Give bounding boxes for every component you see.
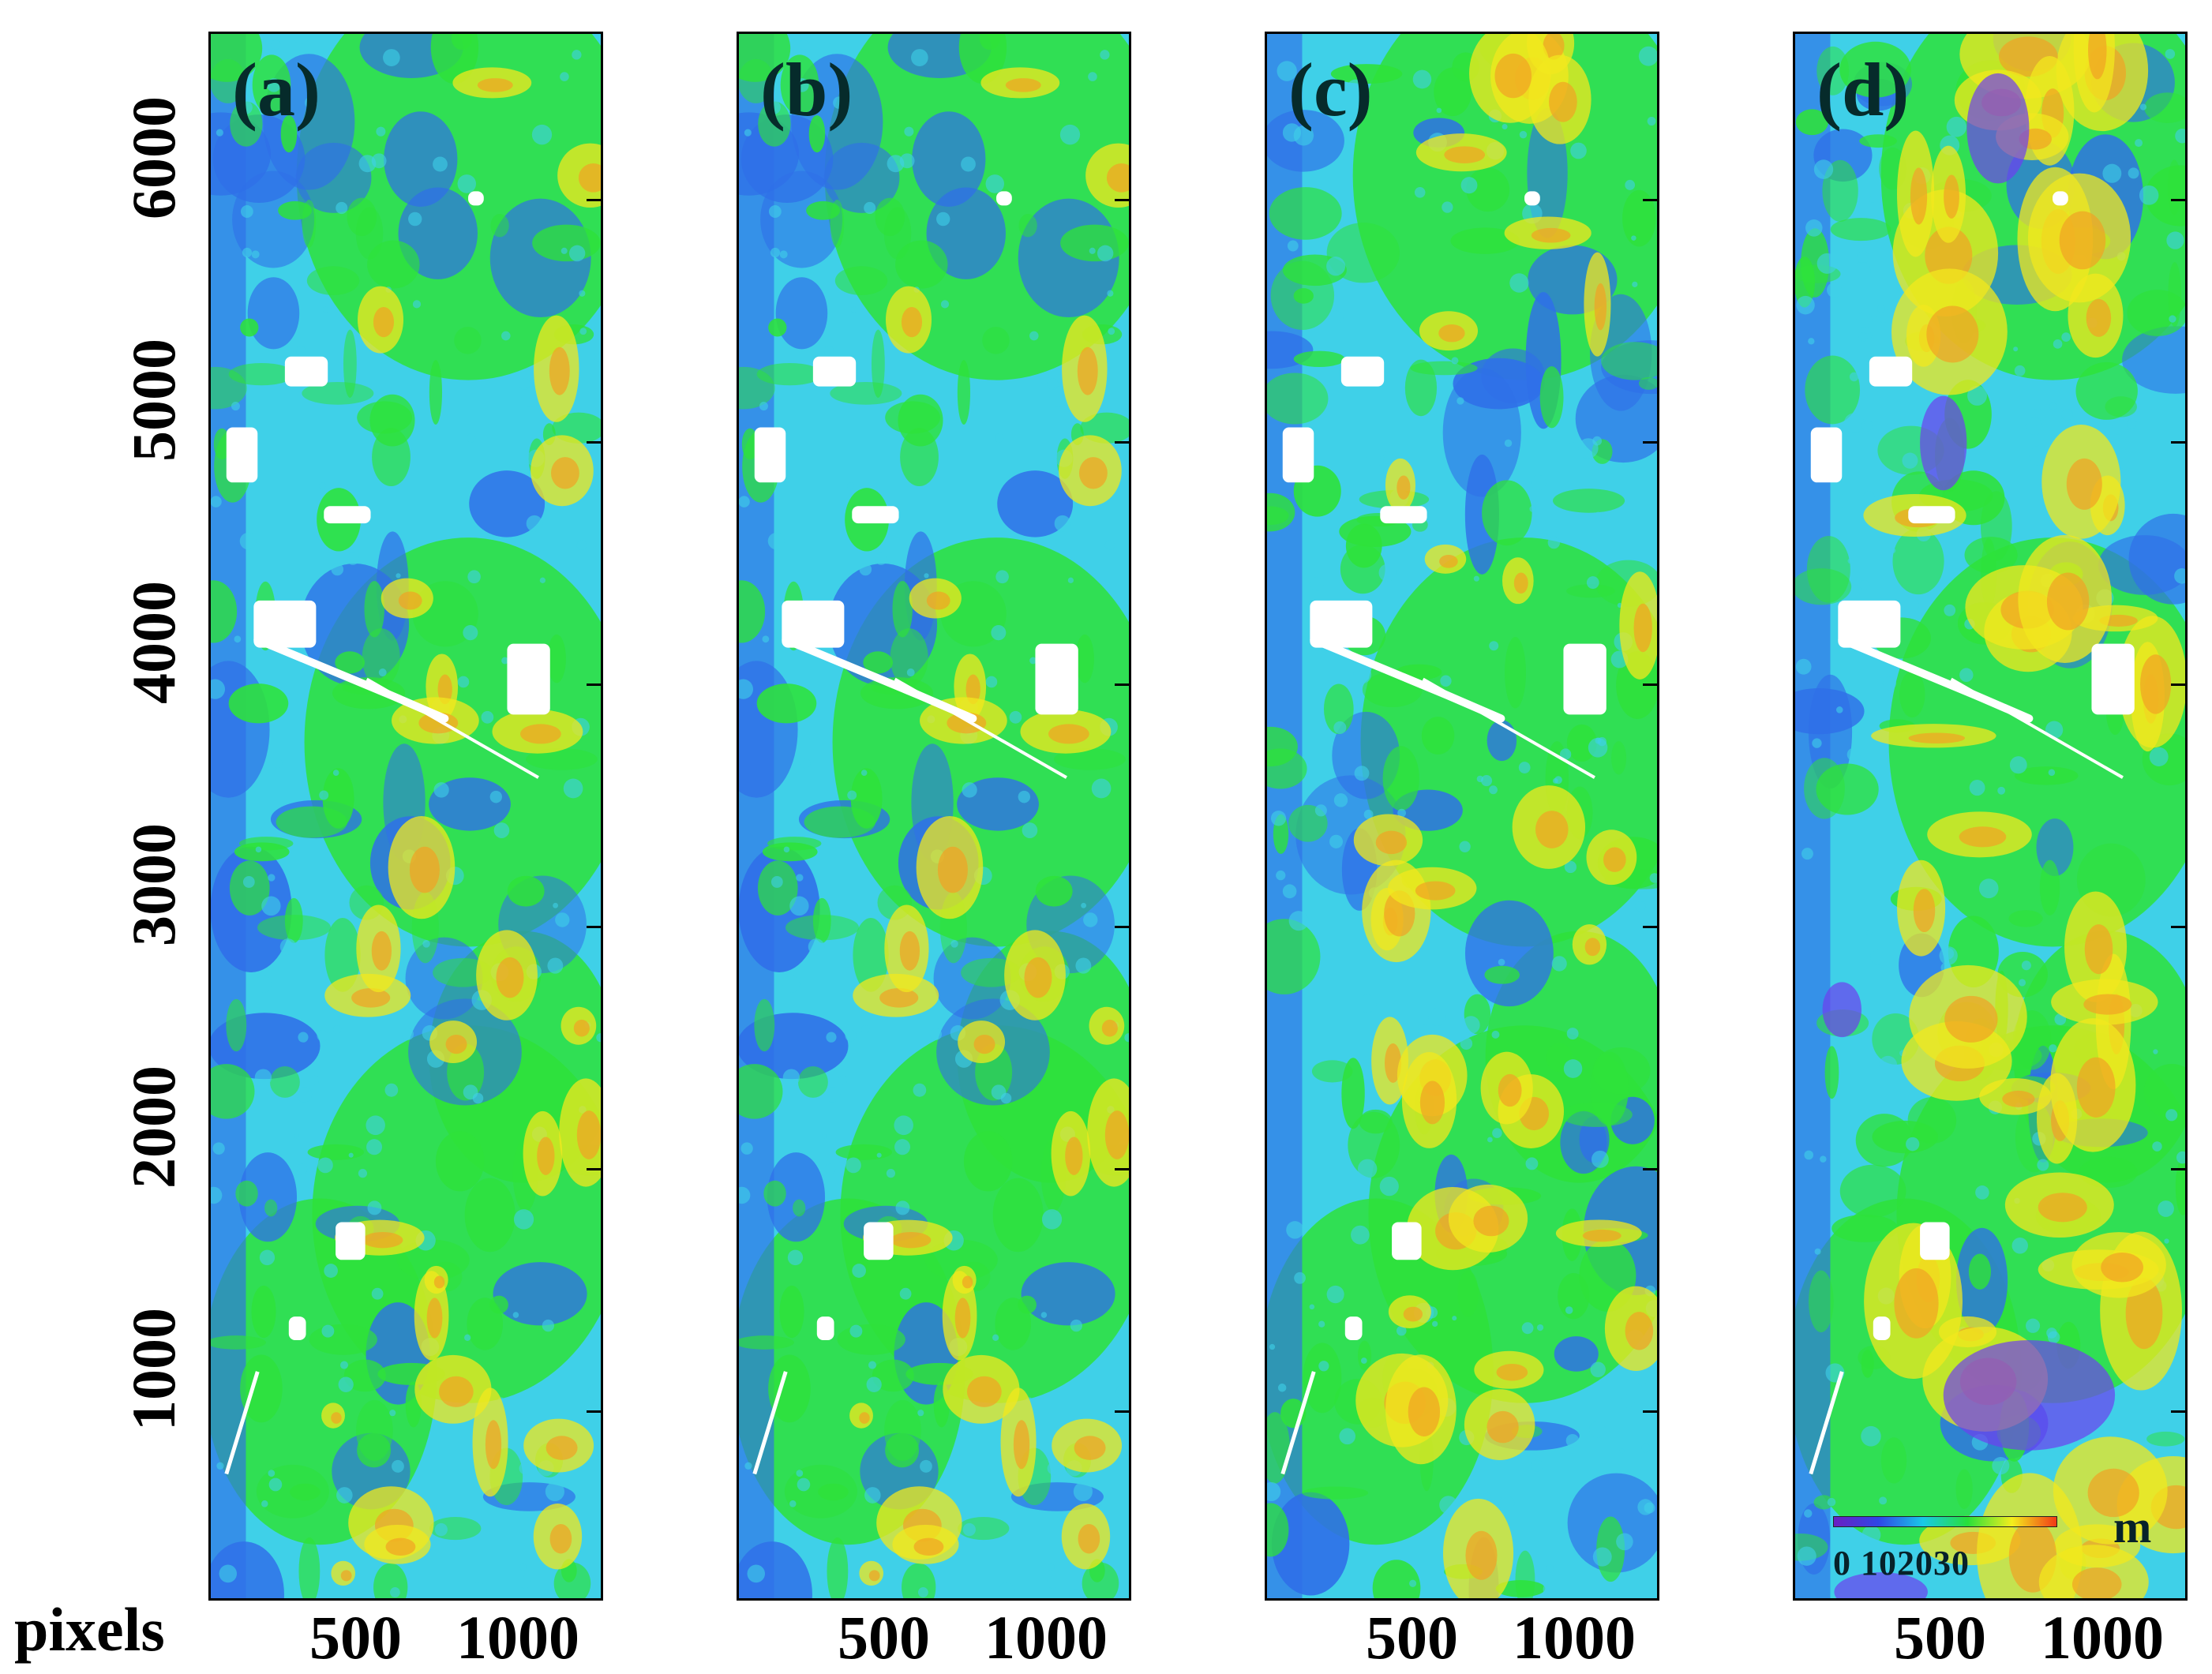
- right-axis-tick: [2171, 1168, 2185, 1170]
- right-axis-tick: [1643, 683, 1657, 686]
- y-tick-4000: 4000: [119, 581, 188, 704]
- right-axis-tick: [587, 1168, 601, 1170]
- canopy-height-map: [1267, 34, 1657, 1598]
- right-axis-tick: [587, 926, 601, 928]
- right-axis-tick: [1115, 926, 1129, 928]
- y-tick-2000: 2000: [119, 1065, 188, 1189]
- panel-d: 0 102030 m: [1793, 32, 2188, 1601]
- right-axis-tick: [1115, 683, 1129, 686]
- panel-a: [208, 32, 603, 1601]
- right-axis-tick: [1115, 199, 1129, 201]
- y-tick-5000: 5000: [119, 339, 188, 462]
- panel-c-x-tick-1000: 1000: [1513, 1603, 1636, 1672]
- panel-d-x-tick-1000: 1000: [2041, 1603, 2164, 1672]
- y-tick-1000: 1000: [119, 1308, 188, 1431]
- right-axis-tick: [2171, 441, 2185, 444]
- right-axis-tick: [1115, 1168, 1129, 1170]
- panel-c-x-tick-500: 500: [1366, 1603, 1458, 1672]
- canopy-height-map: [1795, 34, 2185, 1598]
- right-axis-tick: [2171, 1410, 2185, 1413]
- right-axis-tick: [1643, 1168, 1657, 1170]
- panel-b-label: (b): [760, 47, 853, 132]
- legend-values: 0 102030: [1833, 1544, 1970, 1582]
- right-axis-tick: [1115, 1410, 1129, 1413]
- legend-unit: m: [2113, 1501, 2152, 1552]
- panel-a-x-tick-500: 500: [309, 1603, 402, 1672]
- y-axis-unit-label: pixels: [14, 1595, 165, 1664]
- panel-a-label: (a): [232, 47, 321, 132]
- right-axis-tick: [1643, 199, 1657, 201]
- legend-color-bar: [1833, 1516, 2057, 1527]
- panel-b: [737, 32, 1131, 1601]
- panel-d-x-tick-500: 500: [1894, 1603, 1986, 1672]
- panel-c: [1265, 32, 1659, 1601]
- right-axis-tick: [587, 683, 601, 686]
- right-axis-tick: [2171, 683, 2185, 686]
- right-axis-tick: [2171, 926, 2185, 928]
- right-axis-tick: [2171, 199, 2185, 201]
- right-axis-tick: [1643, 1410, 1657, 1413]
- right-axis-tick: [587, 441, 601, 444]
- canopy-height-map: [211, 34, 601, 1598]
- panel-b-x-tick-500: 500: [838, 1603, 930, 1672]
- right-axis-tick: [587, 1410, 601, 1413]
- panel-a-x-tick-1000: 1000: [456, 1603, 579, 1672]
- y-tick-3000: 3000: [119, 823, 188, 946]
- y-tick-6000: 6000: [119, 96, 188, 219]
- right-axis-tick: [1643, 441, 1657, 444]
- panel-d-label: (d): [1816, 47, 1910, 132]
- right-axis-tick: [1643, 926, 1657, 928]
- canopy-height-map: [739, 34, 1129, 1598]
- panel-b-x-tick-1000: 1000: [984, 1603, 1108, 1672]
- right-axis-tick: [587, 199, 601, 201]
- height-legend: 0 102030 m: [1833, 1501, 2165, 1594]
- panel-c-label: (c): [1288, 47, 1373, 132]
- right-axis-tick: [1115, 441, 1129, 444]
